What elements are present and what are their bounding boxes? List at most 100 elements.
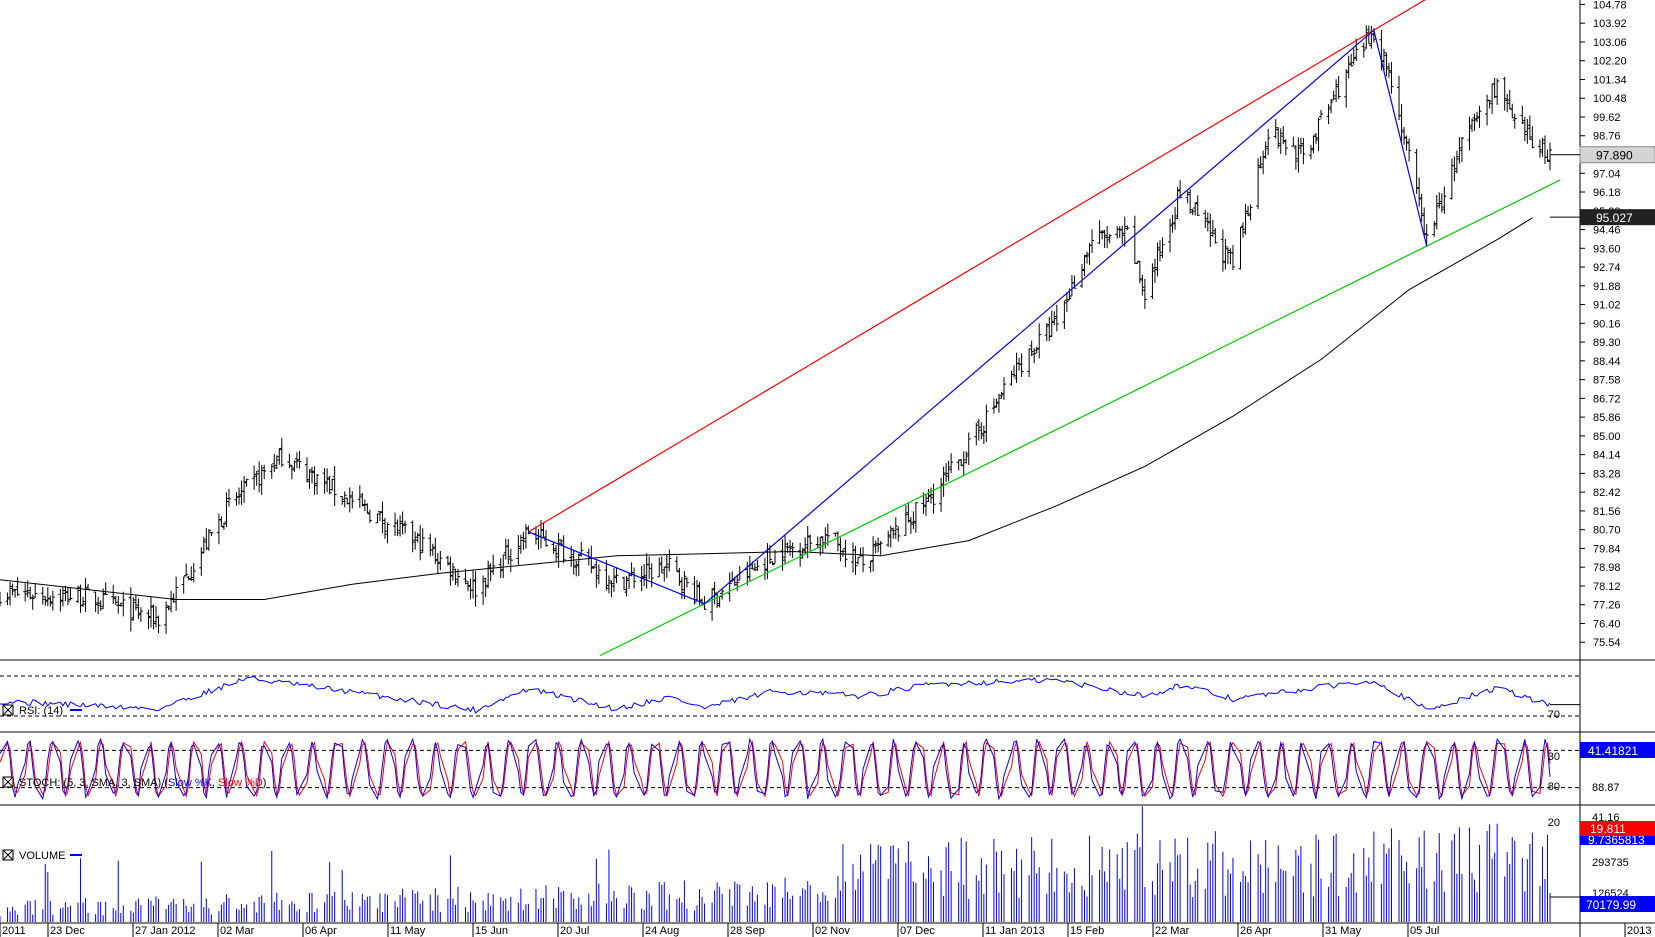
date-tick-label: 15 Feb	[1070, 925, 1104, 937]
price-tick-label: 82.42	[1593, 487, 1621, 499]
trendline	[1373, 30, 1428, 247]
date-tick-label: 11 May	[390, 925, 426, 937]
price-tick-label: 86.72	[1593, 393, 1621, 405]
date-tick-label: 05 Jul	[1410, 925, 1439, 937]
trendline	[528, 0, 1426, 533]
trendline	[528, 531, 705, 605]
volume-value-badge	[1580, 896, 1655, 912]
date-tick-label: 02 Nov	[815, 925, 850, 937]
volume-value: 70179.99	[1586, 898, 1636, 912]
price-tick-label: 94.46	[1593, 225, 1621, 237]
volume-header: VOLUME	[2, 849, 82, 862]
ma-value: 95.027	[1596, 211, 1633, 225]
date-tick-label: 24 Aug	[645, 925, 679, 937]
ma-value-badge	[1580, 209, 1655, 226]
price-tick-label: 88.44	[1593, 356, 1621, 368]
trendline	[599, 179, 1561, 657]
price-tick-label: 81.56	[1593, 506, 1621, 518]
date-axis: 2011 23 Dec 27 Jan 2012 02 Mar 06 Apr 11 May 1…	[0, 923, 1651, 937]
price-axis: 104.78 103.92 103.06 102.20 101.34 100.48 99.6…	[1550, 0, 1655, 649]
stoch-axis: 88.87 41.16 80 20 9.7365813 19.811	[1548, 781, 1655, 847]
stoch-value: 19.811	[1590, 822, 1626, 836]
price-tick-label: 97.04	[1593, 168, 1621, 180]
stoch-title: STOCH: (5, 3, SMA, 3, SMA)	[19, 777, 161, 789]
price-plot-area	[0, 0, 1561, 657]
price-tick-label: 76.40	[1593, 618, 1621, 630]
price-tick-label: 98.76	[1593, 131, 1621, 143]
price-tick-label: 90.16	[1593, 318, 1621, 330]
stoch-header: STOCH: (5, 3, SMA, 3, SMA) (Slow %K, Slo…	[2, 776, 266, 789]
price-tick-label: 96.18	[1593, 187, 1621, 199]
rsi-value: 41.41821	[1588, 744, 1638, 758]
stoch-tick-high: 88.87	[1592, 782, 1620, 794]
price-tick-label: 78.12	[1593, 581, 1621, 593]
price-tick-label: 103.06	[1593, 37, 1627, 49]
rsi-header: RSI: (14)	[2, 704, 82, 717]
date-tick-label: 28 Sep	[730, 925, 765, 937]
price-tick-label: 85.00	[1593, 431, 1621, 443]
price-tick-label: 92.74	[1593, 262, 1621, 274]
price-tick-label: 91.02	[1593, 300, 1621, 312]
last-price-value: 97.890	[1596, 149, 1633, 163]
stoch-k-line	[0, 737, 1551, 801]
price-tick-label: 100.48	[1593, 93, 1627, 105]
price-tick-label: 80.70	[1593, 525, 1621, 537]
date-tick-label: 11 Jan 2013	[985, 925, 1045, 937]
date-tick-label: 2013	[1627, 925, 1651, 937]
date-tick-label: 26 Apr	[1240, 925, 1272, 937]
stoch-d-label: Slow %D	[218, 777, 263, 789]
price-tick-label: 77.26	[1593, 600, 1621, 612]
date-tick-label: 20 Jul	[560, 925, 589, 937]
rsi-line	[0, 675, 1551, 714]
stoch-plot-area	[0, 737, 1580, 801]
stoch-label: STOCH: (5, 3, SMA, 3, SMA) (Slow %K, Slo…	[19, 777, 266, 789]
price-tick-label: 89.30	[1593, 337, 1621, 349]
date-tick-label: 27 Jan 2012	[135, 925, 196, 937]
date-tick-label: 07 Dec	[900, 925, 935, 937]
stoch-close-icon[interactable]	[2, 776, 14, 788]
date-tick-label: 23 Dec	[50, 925, 85, 937]
price-tick-label: 83.28	[1593, 468, 1621, 480]
stoch-value-badge	[1580, 821, 1655, 836]
date-tick-label: 22 Mar	[1155, 925, 1190, 937]
stoch-value2: 9.7365813	[1588, 833, 1645, 847]
rsi-axis: 70 30 41.41821	[1548, 709, 1655, 763]
stoch-d-line	[0, 739, 1551, 799]
price-tick-label: 85.86	[1593, 412, 1621, 424]
volume-axis: 293735 126524 70179.99	[1580, 857, 1655, 912]
rsi-value-badge	[1580, 742, 1655, 758]
stoch-value2-badge	[1580, 834, 1655, 845]
rsi-close-icon[interactable]	[2, 704, 14, 716]
rsi-plot-area	[0, 675, 1580, 717]
stoch-level-20-label: 20	[1548, 817, 1560, 829]
date-tick-label: 31 May	[1325, 925, 1362, 937]
date-tick-label: 02 Mar	[220, 925, 255, 937]
price-tick-label: 75.54	[1593, 637, 1621, 649]
price-tick-label: 99.62	[1593, 112, 1621, 124]
date-tick-label: 2011	[2, 925, 26, 937]
stoch-k-label: Slow %K	[168, 777, 213, 789]
price-tick-label: 103.92	[1593, 18, 1627, 30]
price-tick-label: 101.34	[1593, 74, 1627, 86]
rsi-label: RSI: (14)	[19, 705, 63, 717]
trendline	[704, 29, 1375, 605]
volume-tick-high: 293735	[1592, 857, 1629, 869]
rsi-level-30-label: 30	[1548, 751, 1560, 763]
moving-average-line	[0, 217, 1533, 600]
volume-close-icon[interactable]	[2, 849, 14, 861]
volume-label: VOLUME	[19, 850, 65, 862]
price-tick-label: 102.20	[1593, 56, 1627, 68]
price-tick-label: 84.14	[1593, 450, 1621, 462]
stoch-level-80-label: 80	[1548, 781, 1560, 793]
price-tick-label: 104.78	[1593, 0, 1627, 11]
price-tick-label: 79.84	[1593, 543, 1621, 555]
rsi-level-70-label: 70	[1548, 709, 1560, 721]
date-tick-label: 15 Jun	[475, 925, 508, 937]
price-tick-label: 78.98	[1593, 562, 1621, 574]
volume-plot-area	[0, 806, 1580, 922]
price-tick-label: 87.58	[1593, 375, 1621, 387]
price-tick-label: 93.60	[1593, 243, 1621, 255]
price-tick-label: 91.88	[1593, 281, 1621, 293]
